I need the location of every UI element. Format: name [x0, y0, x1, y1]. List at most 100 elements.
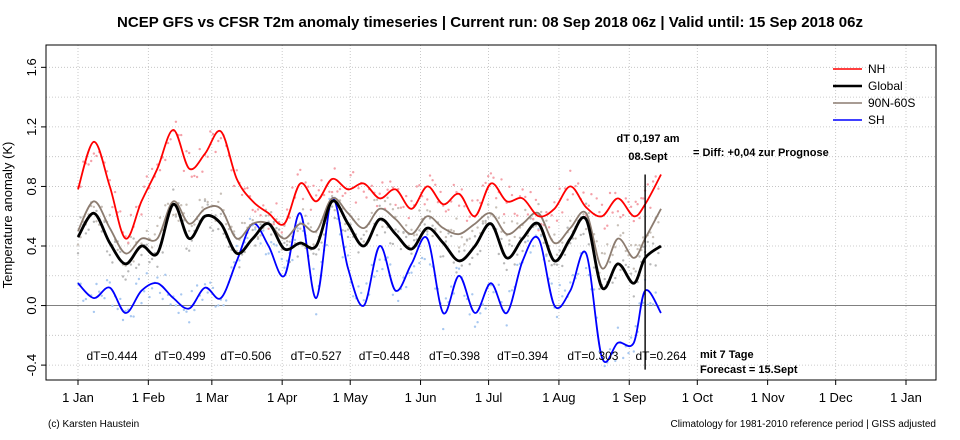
dot-global: [649, 263, 652, 266]
dot-global: [79, 216, 82, 219]
dot-90n-60s: [495, 206, 498, 209]
dot-nh: [193, 174, 196, 178]
dot-90n-60s: [611, 253, 614, 257]
dot-90n-60s: [116, 248, 119, 252]
dot-90n-60s: [383, 199, 387, 203]
dot-sh: [463, 294, 466, 297]
dot-nh: [636, 203, 639, 206]
dot-90n-60s: [651, 235, 655, 239]
dot-global: [654, 264, 657, 267]
dot-90n-60s: [426, 209, 429, 212]
legend-label: 90N-60S: [868, 96, 915, 110]
dot-nh: [315, 194, 318, 197]
dot-90n-60s: [497, 216, 500, 220]
dot-nh: [608, 191, 612, 195]
dot-sh: [225, 299, 228, 302]
dot-nh: [209, 130, 212, 133]
dot-global: [547, 259, 551, 263]
dot-90n-60s: [624, 249, 627, 253]
dot-global: [346, 235, 350, 239]
dot-global: [399, 247, 403, 251]
dot-nh: [111, 205, 114, 209]
y-tick-label: 0.8: [24, 177, 39, 195]
dot-sh: [267, 252, 270, 255]
dot-sh: [423, 257, 426, 261]
dot-nh: [246, 186, 249, 190]
dot-90n-60s: [468, 237, 471, 240]
dot-sh: [418, 261, 421, 265]
dot-nh: [169, 138, 172, 141]
dot-nh: [407, 216, 410, 220]
dot-global: [285, 243, 289, 247]
dot-nh: [188, 151, 191, 155]
dot-global: [87, 228, 90, 231]
x-tick-label: 1 Jan: [890, 390, 922, 405]
dot-global: [463, 249, 466, 252]
dot-sh: [529, 251, 532, 254]
dot-90n-60s: [582, 212, 585, 216]
dot-sh: [555, 315, 559, 319]
dot-sh: [642, 301, 645, 304]
dot-nh: [399, 206, 403, 209]
dot-nh: [516, 214, 519, 217]
dot-90n-60s: [100, 205, 104, 208]
dot-sh: [161, 297, 164, 301]
dot-sh: [497, 283, 500, 286]
dot-sh: [378, 258, 381, 261]
dot-global: [452, 261, 455, 264]
dot-sh: [264, 253, 268, 256]
dot-sh: [603, 364, 606, 368]
dot-global: [156, 265, 159, 268]
dot-global: [188, 249, 191, 252]
dot-nh: [341, 194, 344, 198]
dot-global: [275, 226, 278, 230]
dot-sh: [145, 272, 148, 275]
dot-90n-60s: [217, 200, 220, 204]
dot-nh: [513, 212, 516, 215]
dot-global: [333, 216, 336, 220]
dot-nh: [651, 180, 655, 183]
dot-nh: [534, 198, 538, 202]
dot-90n-60s: [627, 254, 630, 257]
dot-global: [251, 228, 254, 232]
dot-global: [505, 268, 508, 272]
dot-nh: [391, 186, 395, 189]
dot-global: [124, 278, 127, 281]
dot-nh: [532, 217, 535, 221]
dot-nh: [230, 169, 233, 172]
dot-90n-60s: [357, 218, 360, 221]
dot-global: [219, 212, 223, 216]
dot-90n-60s: [108, 213, 112, 217]
dt-label: dT=0.444: [87, 349, 138, 363]
dot-global: [598, 287, 601, 291]
dot-global: [412, 239, 416, 242]
dot-sh: [103, 297, 106, 300]
dot-sh: [608, 348, 612, 351]
dot-nh: [614, 191, 617, 195]
dot-nh: [582, 191, 585, 194]
dot-nh: [606, 224, 609, 227]
dot-nh: [646, 183, 649, 186]
dot-nh: [423, 203, 426, 206]
dot-nh: [185, 150, 188, 153]
dot-sh: [195, 284, 199, 287]
dot-sh: [315, 313, 318, 316]
dot-nh: [492, 176, 495, 179]
dot-90n-60s: [307, 222, 310, 225]
dot-global: [584, 202, 588, 205]
dot-nh: [627, 200, 630, 204]
dot-sh: [177, 311, 180, 315]
dot-global: [542, 241, 545, 245]
dot-nh: [174, 120, 178, 124]
dot-90n-60s: [198, 198, 201, 202]
dot-global: [135, 266, 138, 270]
dot-90n-60s: [188, 229, 191, 233]
dot-global: [418, 229, 421, 232]
dot-90n-60s: [516, 222, 519, 225]
dot-nh: [434, 183, 437, 186]
dot-global: [150, 257, 154, 261]
dot-sh: [649, 302, 652, 305]
dot-90n-60s: [309, 226, 313, 229]
dot-global: [121, 275, 125, 278]
dot-nh: [590, 193, 593, 196]
